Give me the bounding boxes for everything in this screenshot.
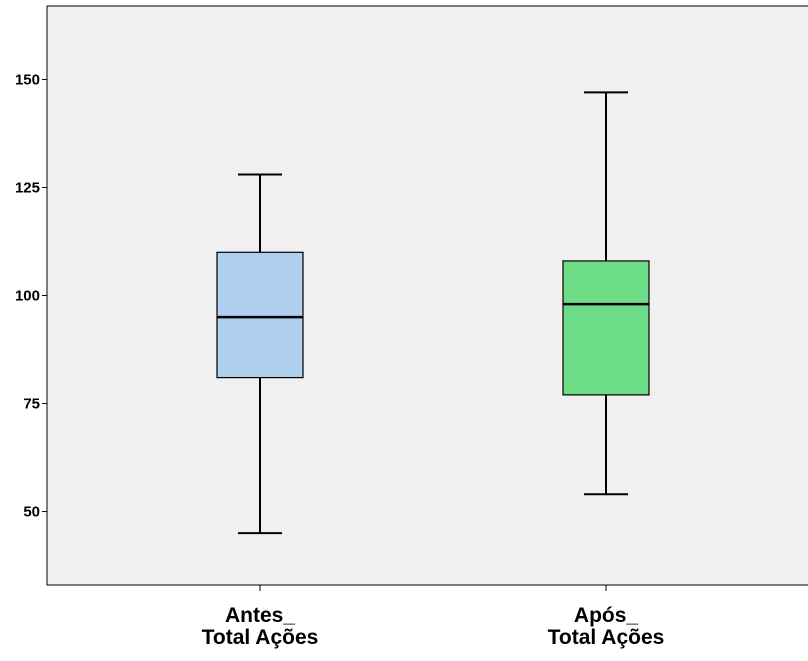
iqr-box	[216, 251, 304, 379]
iqr-box	[562, 260, 650, 396]
y-tick-label: 75	[23, 396, 40, 413]
y-tick-label: 125	[15, 179, 40, 196]
x-category-label-line2: Total Ações	[202, 626, 319, 649]
plot-area	[46, 5, 808, 586]
x-category-label-line1: Antes_	[225, 604, 295, 627]
x-category-label: Após_ Total Ações	[548, 604, 665, 649]
x-category-label-line1: Após_	[574, 604, 639, 627]
y-tick-label: 150	[15, 71, 40, 88]
x-category-label-line2: Total Ações	[548, 626, 665, 649]
y-tick-label: 100	[15, 288, 40, 305]
y-axis: 50 75 100 125 150	[15, 71, 47, 521]
box-group	[216, 173, 304, 535]
y-tick-label: 50	[23, 504, 40, 521]
x-category-label: Antes_ Total Ações	[202, 604, 319, 649]
boxes	[216, 91, 650, 535]
box-group	[562, 91, 650, 496]
